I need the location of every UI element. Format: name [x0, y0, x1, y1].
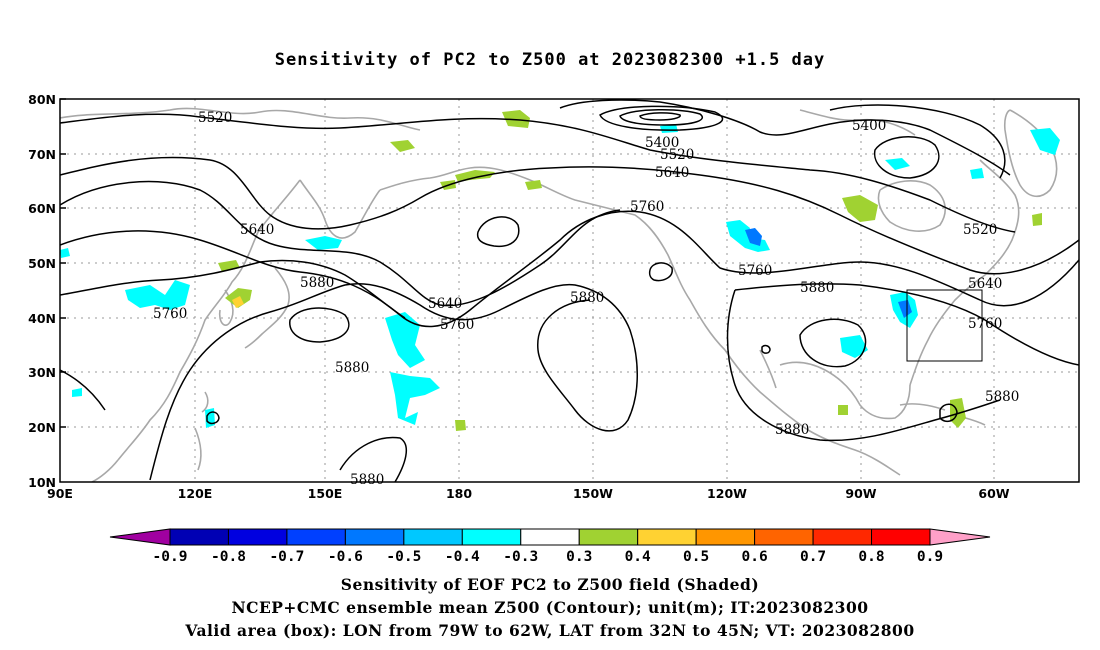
caption-line-1: Sensitivity of EOF PC2 to Z500 field (Sh… — [340, 575, 760, 594]
contour-label: 5640 — [655, 165, 689, 181]
colorbar-label: 0.7 — [800, 549, 826, 565]
contour-label: 5880 — [985, 389, 1019, 405]
contour-label: 5520 — [198, 110, 232, 126]
contour-label: 5760 — [738, 263, 772, 279]
contour-label: 5880 — [570, 290, 604, 306]
lat-label: 30N — [28, 365, 56, 380]
lon-label: 150E — [308, 486, 343, 501]
colorbar-cell — [169, 528, 229, 546]
coastlines — [60, 107, 1058, 482]
lat-label: 20N — [28, 420, 56, 435]
colorbar-cell — [812, 528, 873, 546]
colorbar-label: 0.9 — [917, 549, 943, 565]
colorbar-cell — [286, 528, 346, 546]
colorbar-label: 0.4 — [625, 549, 651, 565]
colorbar-label: -0.7 — [269, 549, 304, 565]
colorbar-label: 0.5 — [683, 549, 709, 565]
lon-label: 90W — [845, 486, 876, 501]
colorbar-min-arrow — [109, 528, 171, 546]
colorbar-label: 0.8 — [858, 549, 884, 565]
colorbar-label: -0.5 — [386, 549, 421, 565]
contour-label: 5880 — [800, 280, 834, 296]
contour-label: 5520 — [660, 147, 694, 163]
colorbar-cell — [227, 528, 288, 546]
colorbar-cell — [344, 528, 405, 546]
valid-area-box — [906, 289, 983, 362]
lat-label: 80N — [28, 92, 56, 107]
colorbar-cell — [695, 528, 756, 546]
lat-label: 10N — [28, 475, 56, 490]
colorbar-cell — [754, 528, 814, 546]
map-frame — [59, 98, 1080, 483]
colorbar-label: -0.3 — [503, 549, 538, 565]
colorbar-cell — [403, 528, 463, 546]
contour-label: 5880 — [775, 422, 809, 438]
caption-line-3: Valid area (box): LON from 79W to 62W, L… — [185, 621, 915, 640]
contour-label: 5880 — [350, 472, 384, 488]
sensitivity-shading — [60, 110, 1060, 431]
lat-label: 60N — [28, 201, 56, 216]
colorbar-cell — [461, 528, 522, 546]
lat-ticks — [60, 98, 66, 428]
lon-label: 90E — [47, 486, 73, 501]
colorbar-label: -0.8 — [211, 549, 246, 565]
colorbar-label: 0.6 — [742, 549, 768, 565]
contour-label: 5640 — [240, 222, 274, 238]
lon-label: 60W — [978, 486, 1009, 501]
contour-label: 5640 — [968, 276, 1002, 292]
colorbar-cell — [637, 528, 697, 546]
contour-label: 5400 — [645, 135, 679, 151]
lon-label: 180 — [446, 486, 472, 501]
z500-contours — [60, 99, 1079, 482]
contour-label: 5520 — [963, 222, 997, 238]
colorbar-label: -0.6 — [328, 549, 363, 565]
colorbar-cell — [871, 528, 931, 546]
contour-label: 5640 — [428, 296, 462, 312]
contour-label: 5880 — [300, 275, 334, 291]
lon-label: 120E — [178, 486, 213, 501]
contour-label: 5760 — [440, 317, 474, 333]
colorbar-label: -0.4 — [445, 549, 480, 565]
lat-label: 50N — [28, 256, 56, 271]
lat-label: 70N — [28, 147, 56, 162]
contour-label: 5760 — [153, 306, 187, 322]
contour-labels: 5520 5400 5520 5400 5640 5760 5520 5640 … — [153, 110, 1019, 488]
lon-label: 120W — [707, 486, 747, 501]
latitude-axis: 80N 70N 60N 50N 40N 30N 20N 10N — [28, 92, 56, 490]
contour-label: 5760 — [630, 199, 664, 215]
contour-label: 5400 — [852, 118, 886, 134]
caption-line-2: NCEP+CMC ensemble mean Z500 (Contour); u… — [231, 598, 869, 617]
colorbar-cell — [520, 528, 580, 546]
contour-label: 5880 — [335, 360, 369, 376]
map-title: Sensitivity of PC2 to Z500 at 2023082300… — [274, 50, 826, 70]
colorbar-label: -0.9 — [153, 549, 188, 565]
colorbar-max-arrow — [929, 528, 991, 546]
colorbar-cell — [578, 528, 639, 546]
contour-label: 5760 — [968, 316, 1002, 332]
lat-label: 40N — [28, 311, 56, 326]
longitude-axis: 90E 120E 150E 180 150W 120W 90W 60W — [47, 486, 1010, 501]
colorbar-label: 0.3 — [566, 549, 592, 565]
lon-label: 150W — [573, 486, 613, 501]
colorbar: -0.9 -0.8 -0.7 -0.6 -0.5 -0.4 -0.3 0.3 0.4 0.5 0.6… — [109, 528, 991, 565]
